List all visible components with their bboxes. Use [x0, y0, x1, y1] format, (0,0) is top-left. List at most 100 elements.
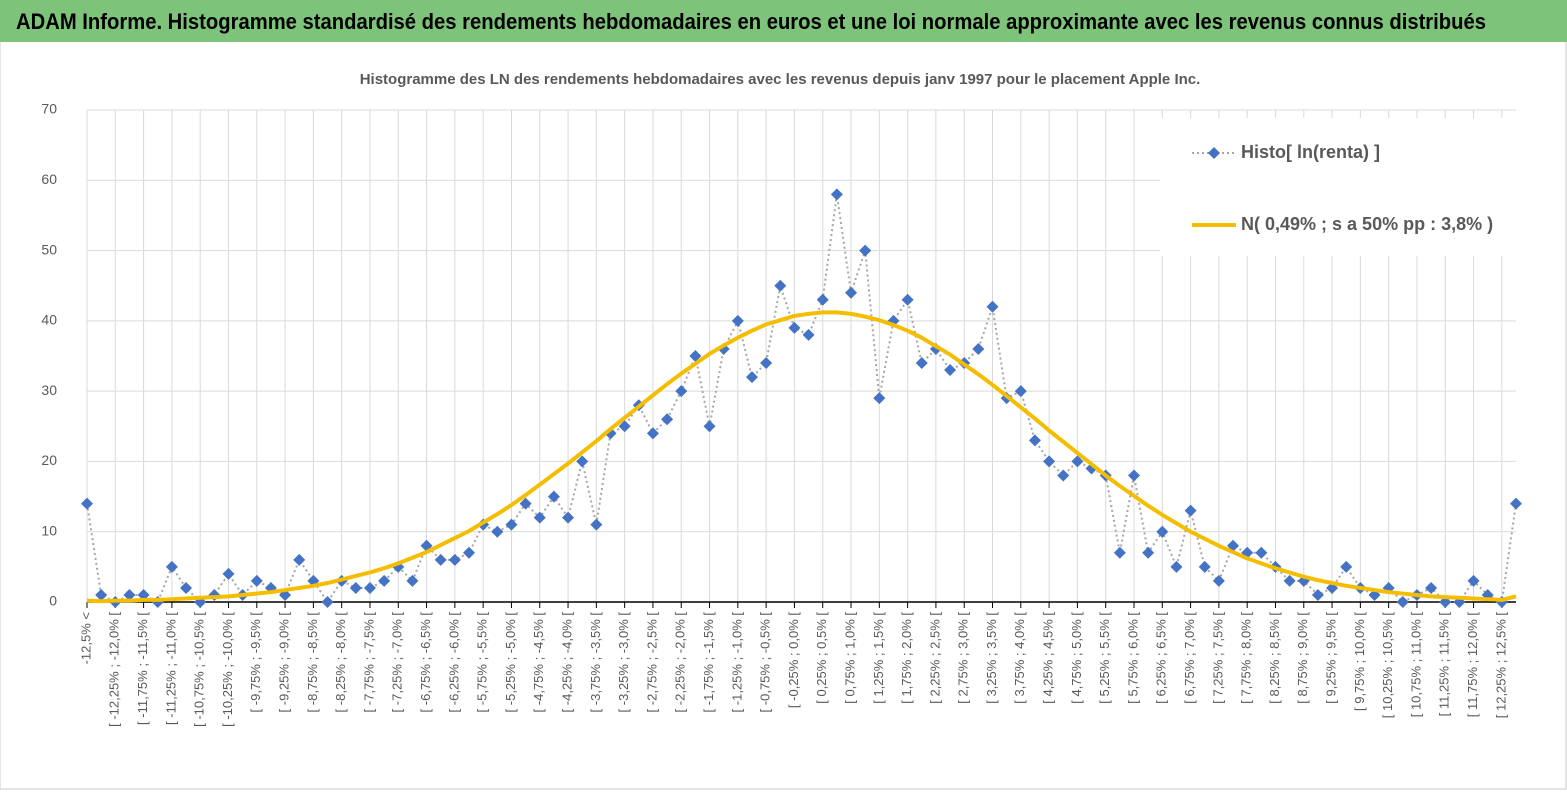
x-tick-label: [ -11,75% ; -11,5% [	[135, 612, 150, 725]
x-tick-label: [ -4,25% ; -4,0% [	[559, 612, 574, 713]
x-tick-label: [ 0,25% ; 0,5% [	[814, 612, 829, 704]
data-point	[562, 511, 575, 524]
y-tick-label: 20	[41, 452, 57, 468]
data-point	[1467, 574, 1480, 587]
data-point	[618, 420, 631, 433]
x-tick-label: [ -8,25% ; -8,0% [	[333, 612, 348, 713]
data-point	[1043, 455, 1056, 468]
data-point	[745, 371, 758, 384]
x-tick-label: [ 1,25% ; 1,5% [	[871, 612, 886, 704]
data-point	[1198, 560, 1211, 573]
data-point	[547, 490, 560, 503]
x-tick-label: [ 1,75% ; 2,0% [	[899, 612, 914, 704]
data-point	[448, 553, 461, 566]
data-point	[378, 574, 391, 587]
series-line	[86, 310, 1517, 604]
data-point	[576, 455, 589, 468]
data-point	[830, 188, 843, 201]
x-tick-label: [ 5,75% ; 6,0% [	[1125, 612, 1140, 704]
data-point	[901, 293, 914, 306]
x-tick-label: [ 6,75% ; 7,0% [	[1182, 612, 1197, 704]
data-point	[788, 321, 801, 334]
data-point	[760, 357, 773, 370]
header-bar	[0, 0, 1567, 42]
data-point	[406, 574, 419, 587]
data-point	[675, 385, 688, 398]
x-tick-label: [ -5,75% ; -5,5% [	[475, 612, 490, 713]
x-tick-label: [ 11,75% ; 12,0% [	[1465, 612, 1480, 718]
x-tick-label: [ 7,25% ; 7,5% [	[1210, 612, 1225, 704]
data-point	[1156, 525, 1169, 538]
data-point	[463, 546, 476, 559]
x-tick-label: [ -6,75% ; -6,5% [	[418, 612, 433, 713]
x-tick-label: [ -2,75% ; -2,5% [	[644, 612, 659, 713]
data-point	[1396, 596, 1409, 608]
x-tick-label: [ 10,75% ; 11,0% [	[1408, 612, 1423, 718]
data-point	[1057, 469, 1070, 482]
x-tick-label: [ -10,75% ; -10,5% [	[192, 612, 207, 727]
y-tick-label: 70	[41, 101, 57, 117]
x-tick-label: [ 11,25% ; 11,5% [	[1437, 612, 1452, 717]
x-tick-label: [ -8,75% ; -8,5% [	[305, 612, 320, 713]
x-tick-label: [ -7,75% ; -7,5% [	[361, 612, 376, 713]
data-point	[816, 293, 829, 306]
x-tick-label: [ -0,75% ; -0,5% [	[758, 612, 773, 713]
data-point	[519, 497, 532, 510]
x-tick-label: [ 4,25% ; 4,5% [	[1041, 612, 1056, 704]
x-tick-label: [ 9,25% ; 9,5% [	[1324, 612, 1339, 704]
data-point	[944, 364, 957, 377]
x-tick-label: -12,5% <	[78, 612, 93, 664]
data-point	[293, 553, 306, 566]
data-point	[363, 581, 376, 594]
x-tick-label: [ -5,25% ; -5,0% [	[503, 612, 518, 713]
data-point	[1071, 455, 1084, 468]
x-tick-label: [ 9,75% ; 10,0% [	[1352, 612, 1367, 711]
data-point	[434, 553, 447, 566]
x-tick-label: [ 10,25% ; 10,5% [	[1380, 612, 1395, 719]
data-point	[1255, 546, 1268, 559]
x-tick-label: [ -1,25% ; -1,0% [	[729, 612, 744, 713]
data-point	[349, 581, 362, 594]
y-tick-label: 60	[41, 171, 57, 187]
x-tick-label: [ -4,75% ; -4,5% [	[531, 612, 546, 713]
x-tick-label: [ 4,75% ; 5,0% [	[1069, 612, 1084, 704]
x-tick-label: [ -1,75% ; -1,5% [	[701, 612, 716, 713]
data-point	[180, 581, 193, 594]
x-tick-label: [ -9,25% ; -9,0% [	[277, 612, 292, 713]
data-point	[802, 328, 815, 341]
x-tick-label: [ -0,25% ; 0,0% [	[786, 612, 801, 708]
data-point	[972, 342, 985, 355]
x-tick-label: [ 8,75% ; 9,0% [	[1295, 612, 1310, 704]
x-tick-label: [ -2,25% ; -2,0% [	[673, 612, 688, 713]
legend-label: Histo[ ln(renta) ]	[1241, 142, 1380, 162]
data-point	[774, 279, 787, 292]
chart-title: Histogramme des LN des rendements hebdom…	[360, 71, 1201, 88]
x-tick-label: [ 8,25% ; 8,5% [	[1267, 612, 1282, 704]
x-tick-label: [ 3,75% ; 4,0% [	[1012, 612, 1027, 704]
data-point	[859, 244, 872, 257]
y-tick-label: 40	[41, 312, 57, 328]
data-point	[250, 574, 263, 587]
y-tick-label: 50	[41, 241, 57, 257]
x-tick-label: [ 0,75% ; 1,0% [	[842, 612, 857, 704]
data-point	[1127, 469, 1140, 482]
data-point	[1170, 560, 1183, 573]
data-point	[123, 588, 136, 601]
data-point	[505, 518, 518, 531]
x-tick-label: [ -3,25% ; -3,0% [	[616, 612, 631, 713]
x-tick-label: [ 2,25% ; 2,5% [	[927, 612, 942, 704]
x-tick-label: [ -9,75% ; -9,5% [	[248, 612, 263, 713]
x-tick-label: [ 7,75% ; 8,0% [	[1239, 612, 1254, 704]
y-tick-label: 0	[49, 593, 57, 609]
data-point	[731, 314, 744, 327]
data-point	[646, 427, 659, 440]
x-tick-label: [ 3,25% ; 3,5% [	[984, 612, 999, 704]
x-tick-label: [ 5,25% ; 5,5% [	[1097, 612, 1112, 704]
data-point	[689, 350, 702, 362]
legend-marker	[1208, 147, 1220, 159]
data-point	[661, 413, 674, 426]
data-point	[1283, 574, 1296, 587]
data-point	[1340, 560, 1353, 573]
data-point	[590, 518, 603, 531]
